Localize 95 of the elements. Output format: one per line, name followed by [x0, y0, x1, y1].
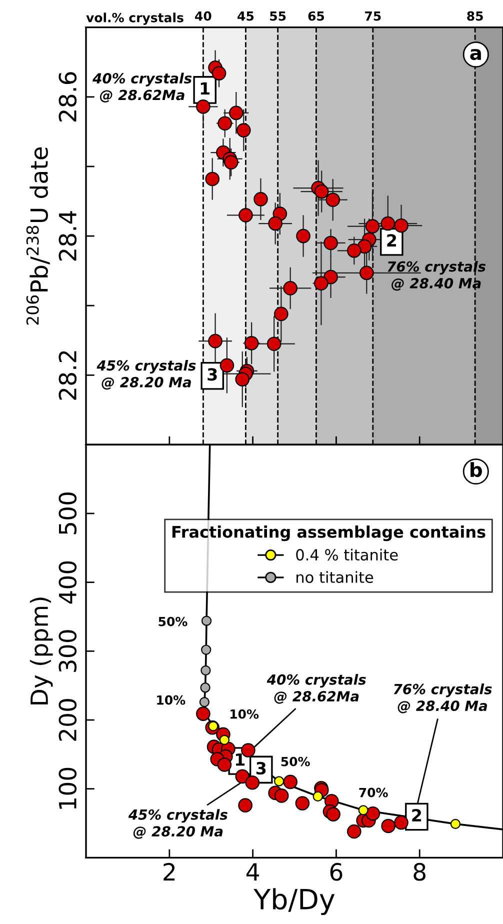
point	[201, 644, 212, 655]
legend-title: Fractionating assemblage contains	[172, 526, 486, 542]
annotation: 10%	[230, 709, 259, 719]
y-axis-title: Dy (ppm)	[30, 598, 53, 704]
point	[274, 776, 284, 786]
point	[324, 270, 338, 284]
point	[314, 276, 328, 290]
y-tick-label: 28.4	[58, 211, 77, 261]
point	[196, 100, 210, 114]
annotation: 40% crystals @ 28.62Ma	[92, 72, 192, 102]
annotation: 40	[195, 11, 212, 21]
annotation: 2	[387, 234, 396, 246]
point	[212, 66, 226, 80]
point	[235, 769, 250, 784]
point	[238, 208, 253, 222]
point	[312, 791, 323, 802]
point	[346, 243, 362, 258]
annotation: b	[470, 462, 482, 478]
point	[244, 336, 259, 350]
point	[450, 818, 461, 829]
annotation: 45	[238, 11, 254, 21]
point	[266, 336, 282, 352]
point	[220, 358, 234, 373]
y-tick-label: 200	[58, 699, 77, 741]
annotation: 1	[200, 82, 210, 95]
point	[394, 815, 408, 830]
annotation: 85	[467, 11, 483, 21]
point	[208, 334, 222, 348]
annotation: 40% crystals @ 28.62Ma	[266, 674, 366, 704]
point	[268, 216, 282, 231]
point	[296, 228, 310, 244]
point	[314, 184, 329, 199]
point	[326, 807, 340, 822]
x2-axis-title: vol.% crystals	[86, 12, 184, 25]
annotation: 76% crystals @ 28.40 Ma	[388, 261, 486, 291]
point	[236, 123, 251, 138]
annotation: 70%	[359, 788, 388, 798]
point	[394, 218, 408, 233]
legend-label: no titanite	[296, 571, 374, 584]
point	[254, 192, 268, 206]
legend-label: 0.4 % titanite	[296, 548, 398, 561]
point	[238, 798, 252, 812]
point	[365, 219, 380, 234]
annotation: 50%	[158, 616, 188, 626]
x-tick-label: 6	[330, 862, 342, 881]
annotation: 65	[308, 11, 324, 21]
point	[366, 806, 380, 821]
x-tick-label: 8	[414, 862, 426, 881]
annotation: a	[470, 48, 481, 60]
point	[326, 192, 340, 208]
annotation: 50%	[281, 756, 310, 766]
y-tick-label: 28.2	[58, 351, 77, 400]
point	[224, 155, 238, 170]
point	[283, 281, 298, 296]
point	[346, 824, 362, 839]
annotation: 45% crystals @ 28.20 Ma	[128, 809, 228, 839]
annotation: 1	[236, 753, 245, 766]
point	[199, 697, 210, 708]
annotation: 55	[270, 11, 286, 21]
point	[274, 788, 289, 803]
x-axis-title: Yb/Dy	[254, 888, 335, 916]
point	[196, 706, 210, 721]
point	[235, 372, 250, 386]
y-tick-label: 100	[58, 768, 77, 809]
annotation: 75	[365, 11, 381, 21]
annotation: 45% crystals @ 28.20 Ma	[96, 360, 196, 390]
point	[205, 172, 220, 186]
annotation: 76% crystals @ 28.40 Ma	[394, 684, 492, 714]
point	[217, 758, 232, 772]
x-tick-label: 4	[246, 863, 259, 880]
y-axis-title: $^{206}$Pb/$^{238}$U date	[26, 147, 50, 325]
point	[381, 818, 396, 834]
point	[283, 774, 298, 790]
point	[201, 616, 212, 626]
point	[200, 665, 211, 676]
y-tick-label: 500	[58, 492, 77, 534]
point	[380, 216, 396, 231]
annotation: 3	[208, 368, 217, 381]
y-tick-label: 300	[58, 630, 77, 672]
point	[358, 805, 368, 816]
point	[359, 266, 374, 280]
point	[274, 306, 288, 322]
point	[245, 775, 260, 790]
annotation: 10%	[157, 695, 186, 705]
point	[228, 106, 244, 120]
point	[324, 236, 338, 250]
y-tick-label: 28.6	[58, 72, 77, 122]
y-tick-label: 400	[58, 561, 77, 604]
point	[200, 682, 210, 693]
annotation: 3	[256, 762, 266, 775]
annotation: 2	[412, 808, 422, 822]
point	[219, 734, 230, 746]
point	[218, 116, 232, 130]
x-tick-label: 2	[164, 862, 175, 880]
point	[295, 796, 310, 810]
